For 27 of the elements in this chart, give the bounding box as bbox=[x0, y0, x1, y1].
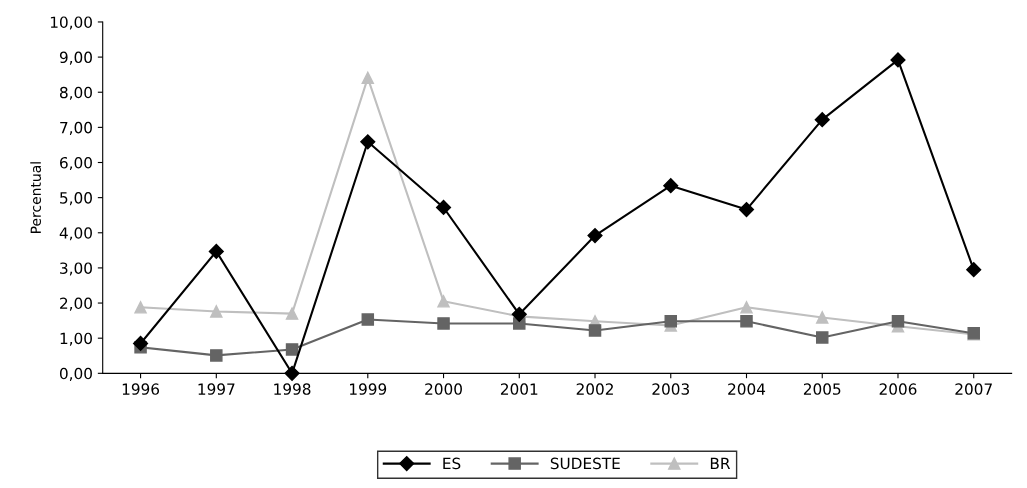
y-tick-label: 5,00 bbox=[60, 192, 92, 206]
x-tick-label: 1997 bbox=[198, 383, 235, 395]
y-tick-label: 1,00 bbox=[60, 332, 92, 346]
x-tick-label: 1996 bbox=[122, 383, 160, 395]
x-tick-label: 2007 bbox=[955, 383, 992, 395]
y-tick-label: 0,00 bbox=[59, 367, 92, 381]
x-tick-label: 2003 bbox=[652, 383, 689, 395]
x-tick-label: 2000 bbox=[425, 383, 462, 395]
x-tick-label: 2004 bbox=[728, 383, 766, 395]
legend-label: ES bbox=[443, 457, 461, 470]
y-tick-label: 4,00 bbox=[59, 227, 92, 241]
y-axis-title: Percentual bbox=[30, 162, 41, 233]
x-tick-label: 2001 bbox=[500, 383, 538, 395]
y-tick-label: 10,00 bbox=[50, 16, 92, 30]
x-tick-label: 2002 bbox=[576, 383, 613, 395]
legend-label: SUDESTE bbox=[550, 457, 620, 470]
y-tick-label: 6,00 bbox=[60, 156, 92, 171]
y-tick-label: 3,00 bbox=[60, 262, 92, 276]
y-tick-label: 7,00 bbox=[60, 121, 92, 135]
x-tick-label: 1998 bbox=[274, 383, 311, 395]
legend-label: BR bbox=[710, 457, 731, 469]
x-tick-label: 2005 bbox=[803, 383, 841, 395]
y-tick-label: 8,00 bbox=[60, 86, 92, 100]
y-tick-label: 2,00 bbox=[60, 297, 92, 311]
y-tick-label: 9,00 bbox=[59, 51, 92, 65]
x-tick-label: 2006 bbox=[879, 383, 917, 395]
x-tick-label: 1999 bbox=[350, 383, 387, 395]
